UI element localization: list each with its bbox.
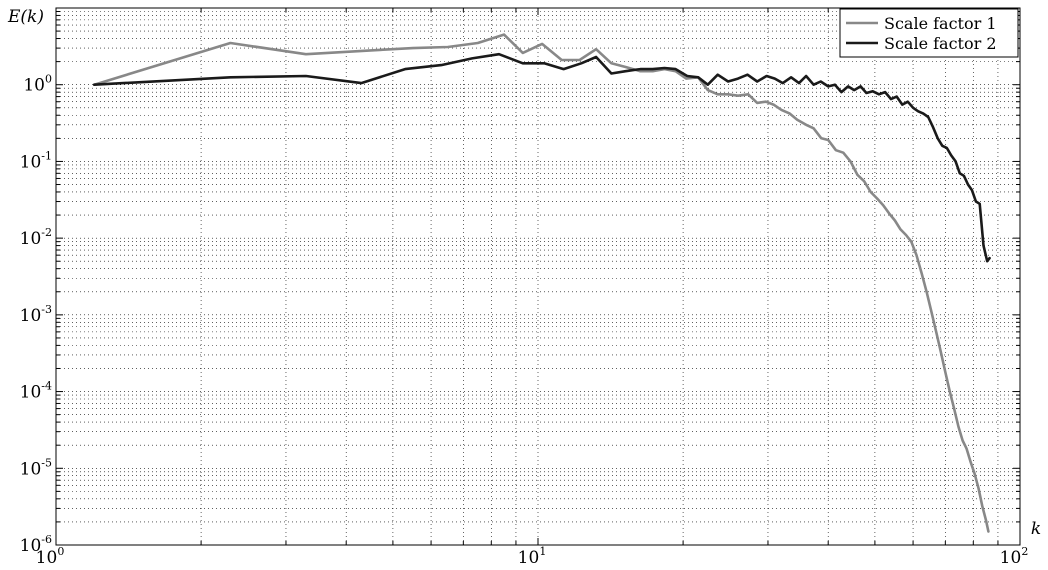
y-axis-label: E(k) bbox=[7, 7, 44, 27]
x-tick-label: 102 bbox=[1000, 545, 1029, 566]
y-tick-label: 10-1 bbox=[20, 149, 52, 172]
legend-box bbox=[839, 8, 1019, 58]
y-tick-label: 10-2 bbox=[20, 226, 52, 249]
series-line-2 bbox=[92, 52, 991, 263]
legend-label-2: Scale factor 2 bbox=[884, 34, 997, 53]
y-tick-label: 10-3 bbox=[20, 303, 52, 326]
grid-lines bbox=[56, 8, 1020, 545]
legend-label-1: Scale factor 1 bbox=[884, 14, 997, 33]
x-tick-label: 101 bbox=[518, 545, 547, 566]
x-axis-label: k bbox=[1031, 519, 1041, 539]
y-tick-label: 10-5 bbox=[20, 456, 52, 479]
y-tick-label: 10-6 bbox=[20, 533, 52, 556]
axis-labels: 100 101 102 100 10-1 10-2 10-3 10-4 10-5 10-6 k E(k… bbox=[7, 7, 1041, 568]
x-tick-label: 100 bbox=[36, 545, 65, 566]
y-tick-label: 10-4 bbox=[20, 380, 52, 403]
series-lines bbox=[92, 33, 991, 533]
y-tick-label: 100 bbox=[23, 73, 52, 96]
plot-frame bbox=[55, 7, 1021, 546]
series-line-1 bbox=[92, 33, 990, 533]
